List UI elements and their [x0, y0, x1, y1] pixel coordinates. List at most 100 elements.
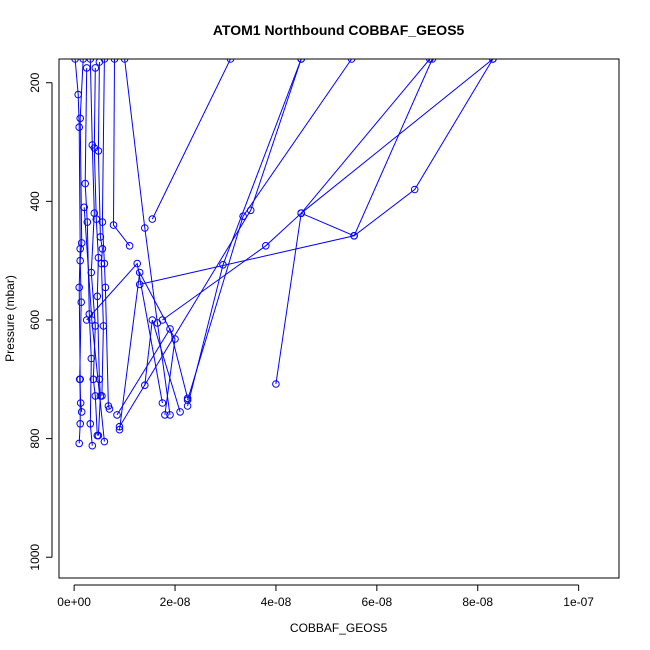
- data-point: [76, 256, 84, 265]
- plot-area: [71, 59, 497, 450]
- y-tick-label: 200: [28, 72, 42, 92]
- data-point: [88, 316, 96, 324]
- data-point: [77, 298, 85, 307]
- data-point: [98, 392, 106, 400]
- data-point: [82, 316, 91, 324]
- data-point: [246, 206, 255, 215]
- series-20: [272, 59, 437, 388]
- data-point: [135, 280, 144, 289]
- y-axis: 200 400 600 800 1000: [28, 72, 53, 571]
- y-tick-label: 1000: [28, 544, 42, 571]
- data-point: [297, 209, 306, 217]
- data-point: [125, 242, 134, 250]
- data-point: [183, 396, 192, 404]
- data-point: [96, 233, 105, 241]
- data-point: [183, 402, 192, 410]
- series-line: [89, 59, 98, 436]
- series-16: [183, 59, 305, 410]
- series-line: [187, 59, 353, 401]
- data-point: [141, 381, 149, 390]
- data-point: [76, 420, 84, 428]
- series-line: [112, 59, 130, 247]
- x-axis-label: COBBAF_GEOS5: [290, 621, 388, 635]
- data-point: [91, 64, 100, 72]
- data-point: [94, 431, 103, 440]
- data-point: [101, 283, 110, 292]
- series-line: [124, 59, 171, 415]
- x-tick-label: 2e-08: [160, 595, 191, 609]
- data-point: [77, 239, 86, 247]
- y-tick-label: 800: [28, 428, 42, 448]
- series-12: [82, 259, 167, 407]
- series-layer: [71, 59, 497, 450]
- plot-frame: [58, 58, 620, 579]
- series-6: [94, 59, 108, 400]
- series-3: [81, 64, 97, 450]
- chart-title: ATOM1 Northbound COBBAF_GEOS5: [213, 22, 465, 38]
- data-point: [98, 245, 107, 253]
- data-point: [148, 215, 157, 223]
- data-point: [115, 422, 124, 431]
- series-10: [80, 203, 109, 446]
- series-line: [139, 59, 494, 285]
- data-point: [75, 123, 83, 131]
- data-point: [166, 325, 174, 333]
- data-point: [158, 316, 167, 324]
- data-point: [100, 259, 109, 268]
- data-point: [75, 283, 83, 292]
- data-point: [80, 203, 88, 212]
- data-point: [98, 218, 107, 226]
- series-7: [98, 59, 114, 413]
- series-18: [158, 59, 434, 324]
- series-17: [183, 59, 356, 404]
- data-point: [81, 179, 89, 188]
- data-point: [166, 411, 174, 419]
- x-tick-label: 4e-08: [261, 595, 292, 609]
- data-point: [75, 439, 83, 448]
- data-point: [87, 268, 96, 277]
- series-line: [119, 59, 302, 427]
- series-line: [83, 207, 105, 442]
- x-tick-label: 8e-08: [462, 595, 493, 609]
- data-point: [176, 408, 184, 416]
- data-point: [105, 405, 114, 413]
- series-line: [93, 67, 101, 436]
- series-line: [101, 59, 110, 410]
- series-line: [151, 59, 231, 220]
- data-point: [93, 292, 102, 301]
- series-19: [115, 59, 305, 431]
- series-21: [135, 59, 497, 289]
- data-point: [109, 221, 118, 229]
- data-point: [158, 399, 167, 407]
- series-line: [119, 270, 176, 430]
- data-point: [77, 408, 86, 416]
- series-line: [74, 59, 81, 444]
- data-point: [100, 437, 109, 446]
- series-1: [71, 59, 84, 448]
- data-point: [135, 268, 144, 277]
- series-line: [79, 59, 84, 412]
- data-point: [410, 185, 419, 194]
- y-axis-label: Pressure (mbar): [3, 275, 17, 362]
- x-axis: 0e+00 2e-08 4e-08 6e-08 8e-08 1e-07: [57, 584, 594, 609]
- x-tick-label: 0e+00: [57, 595, 91, 609]
- data-point: [88, 441, 97, 450]
- data-point: [262, 242, 270, 250]
- data-point: [87, 354, 96, 363]
- data-point: [161, 411, 169, 419]
- data-point: [239, 212, 247, 220]
- x-tick-label: 6e-08: [361, 595, 392, 609]
- data-point: [83, 218, 92, 226]
- data-point: [82, 64, 91, 72]
- y-tick-label: 400: [28, 191, 42, 211]
- series-14: [141, 316, 184, 416]
- series-11: [148, 59, 235, 223]
- series-line: [187, 59, 302, 407]
- data-point: [76, 114, 84, 123]
- y-tick-label: 600: [28, 310, 42, 330]
- data-point: [94, 147, 103, 155]
- series-line: [84, 67, 93, 446]
- series-line: [97, 61, 104, 396]
- data-point: [76, 399, 85, 407]
